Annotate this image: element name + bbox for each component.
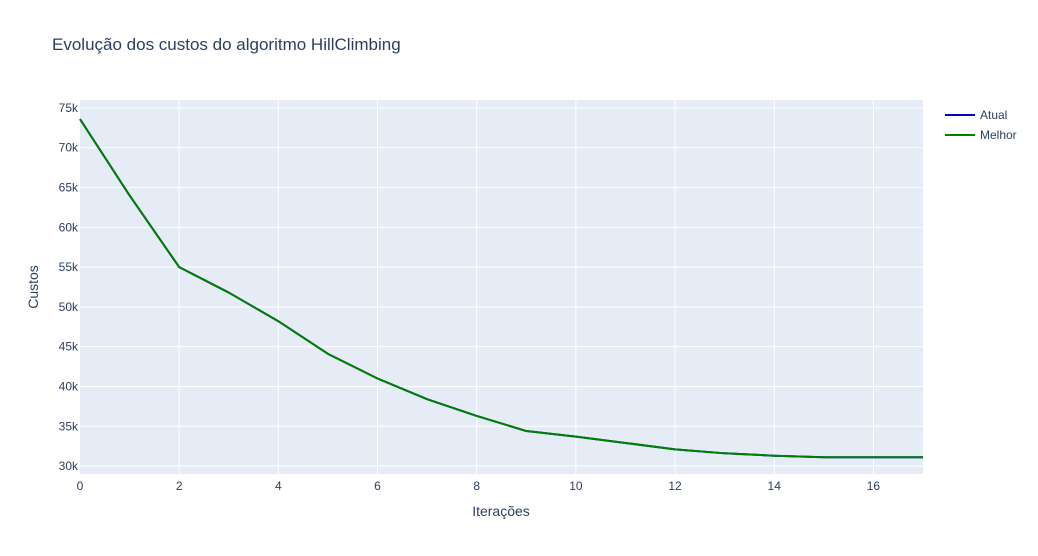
- x-tick-label: 10: [569, 479, 583, 493]
- legend-item-label: Atual: [980, 108, 1007, 122]
- y-tick-label: 60k: [59, 220, 79, 234]
- x-tick-label: 12: [668, 479, 682, 493]
- legend: Atual Melhor: [945, 108, 1017, 142]
- y-tick-label: 45k: [59, 340, 79, 354]
- y-tick-label: 65k: [59, 181, 79, 195]
- plot-area: [80, 100, 923, 474]
- y-tick-label: 40k: [59, 379, 79, 393]
- series-lines: [79, 118, 923, 459]
- y-tick-label: 70k: [59, 141, 79, 155]
- x-tick-label: 14: [768, 479, 782, 493]
- x-tick-label: 4: [275, 479, 282, 493]
- grid-lines: [80, 100, 923, 474]
- y-tick-label: 75k: [59, 101, 79, 115]
- x-tick-label: 0: [77, 479, 84, 493]
- legend-item-label: Melhor: [980, 128, 1017, 142]
- y-axis-ticks: 30k 35k 40k 45k 50k 55k 60k 65k 70k 75k: [59, 101, 79, 473]
- x-tick-label: 6: [374, 479, 381, 493]
- y-axis-title: Custos: [25, 265, 41, 309]
- x-axis-ticks: 0 2 4 6 8 10 12 14 16: [77, 479, 881, 493]
- y-tick-label: 30k: [59, 459, 79, 473]
- x-tick-label: 16: [867, 479, 881, 493]
- x-tick-label: 8: [473, 479, 480, 493]
- x-axis-title: Iterações: [472, 503, 530, 519]
- x-tick-label: 2: [176, 479, 183, 493]
- y-tick-label: 35k: [59, 419, 79, 433]
- y-tick-label: 50k: [59, 300, 79, 314]
- series-line-melhor: [79, 118, 923, 459]
- chart-title: Evolução dos custos do algoritmo HillCli…: [52, 35, 401, 54]
- y-tick-label: 55k: [59, 260, 79, 274]
